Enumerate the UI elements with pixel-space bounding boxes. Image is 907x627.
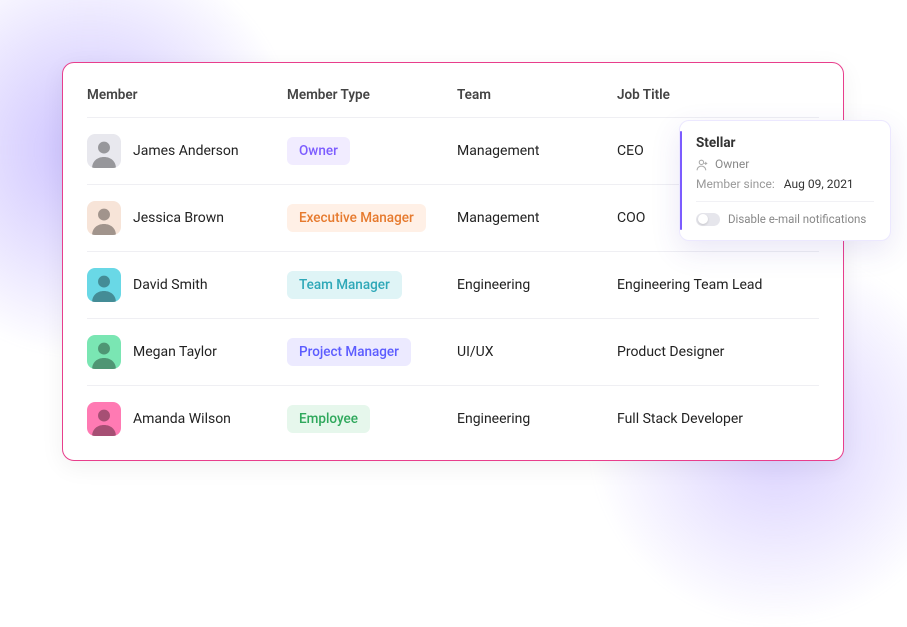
- table-row[interactable]: David Smith Team Manager Engineering Eng…: [87, 251, 819, 318]
- avatar: [87, 268, 121, 302]
- member-type-cell: Project Manager: [287, 338, 457, 366]
- member-type-cell: Executive Manager: [287, 204, 457, 232]
- popover-role-text: Owner: [715, 157, 749, 171]
- member-type-badge: Owner: [287, 137, 350, 165]
- avatar: [87, 335, 121, 369]
- member-cell: Jessica Brown: [87, 201, 287, 235]
- popover-title: Stellar: [696, 135, 874, 151]
- col-header-member-type: Member Type: [287, 87, 457, 103]
- avatar: [87, 134, 121, 168]
- member-type-badge: Project Manager: [287, 338, 411, 366]
- member-type-cell: Owner: [287, 137, 457, 165]
- member-type-cell: Employee: [287, 405, 457, 433]
- member-name: Amanda Wilson: [133, 411, 231, 427]
- member-cell: David Smith: [87, 268, 287, 302]
- notifications-toggle-label: Disable e-mail notifications: [728, 212, 866, 226]
- popover-accent-bar: [680, 131, 682, 230]
- team-cell: Engineering: [457, 411, 617, 427]
- member-name: David Smith: [133, 277, 208, 293]
- member-type-cell: Team Manager: [287, 271, 457, 299]
- avatar: [87, 402, 121, 436]
- member-type-badge: Executive Manager: [287, 204, 426, 232]
- popover-toggle-row: Disable e-mail notifications: [696, 201, 874, 226]
- team-cell: UI/UX: [457, 344, 617, 360]
- member-type-badge: Employee: [287, 405, 370, 433]
- job-title-cell: Product Designer: [617, 344, 819, 360]
- owner-icon: [696, 158, 709, 171]
- table-header-row: Member Member Type Team Job Title: [87, 81, 819, 117]
- team-cell: Engineering: [457, 277, 617, 293]
- member-detail-popover: Stellar Owner Member since: Aug 09, 2021…: [679, 120, 891, 241]
- table-row[interactable]: Megan Taylor Project Manager UI/UX Produ…: [87, 318, 819, 385]
- col-header-job-title: Job Title: [617, 87, 819, 103]
- popover-role-line: Owner: [696, 157, 874, 171]
- col-header-team: Team: [457, 87, 617, 103]
- col-header-member: Member: [87, 87, 287, 103]
- member-type-badge: Team Manager: [287, 271, 402, 299]
- table-row[interactable]: Amanda Wilson Employee Engineering Full …: [87, 385, 819, 452]
- job-title-cell: Engineering Team Lead: [617, 277, 819, 293]
- popover-since-line: Member since: Aug 09, 2021: [696, 177, 874, 191]
- popover-since-label: Member since:: [696, 177, 775, 191]
- member-cell: Amanda Wilson: [87, 402, 287, 436]
- member-cell: Megan Taylor: [87, 335, 287, 369]
- member-name: James Anderson: [133, 143, 239, 159]
- job-title-cell: Full Stack Developer: [617, 411, 819, 427]
- avatar: [87, 201, 121, 235]
- notifications-toggle[interactable]: [696, 213, 720, 226]
- member-name: Jessica Brown: [133, 210, 224, 226]
- member-name: Megan Taylor: [133, 344, 217, 360]
- member-cell: James Anderson: [87, 134, 287, 168]
- team-cell: Management: [457, 210, 617, 226]
- team-cell: Management: [457, 143, 617, 159]
- popover-since-value: Aug 09, 2021: [784, 177, 854, 191]
